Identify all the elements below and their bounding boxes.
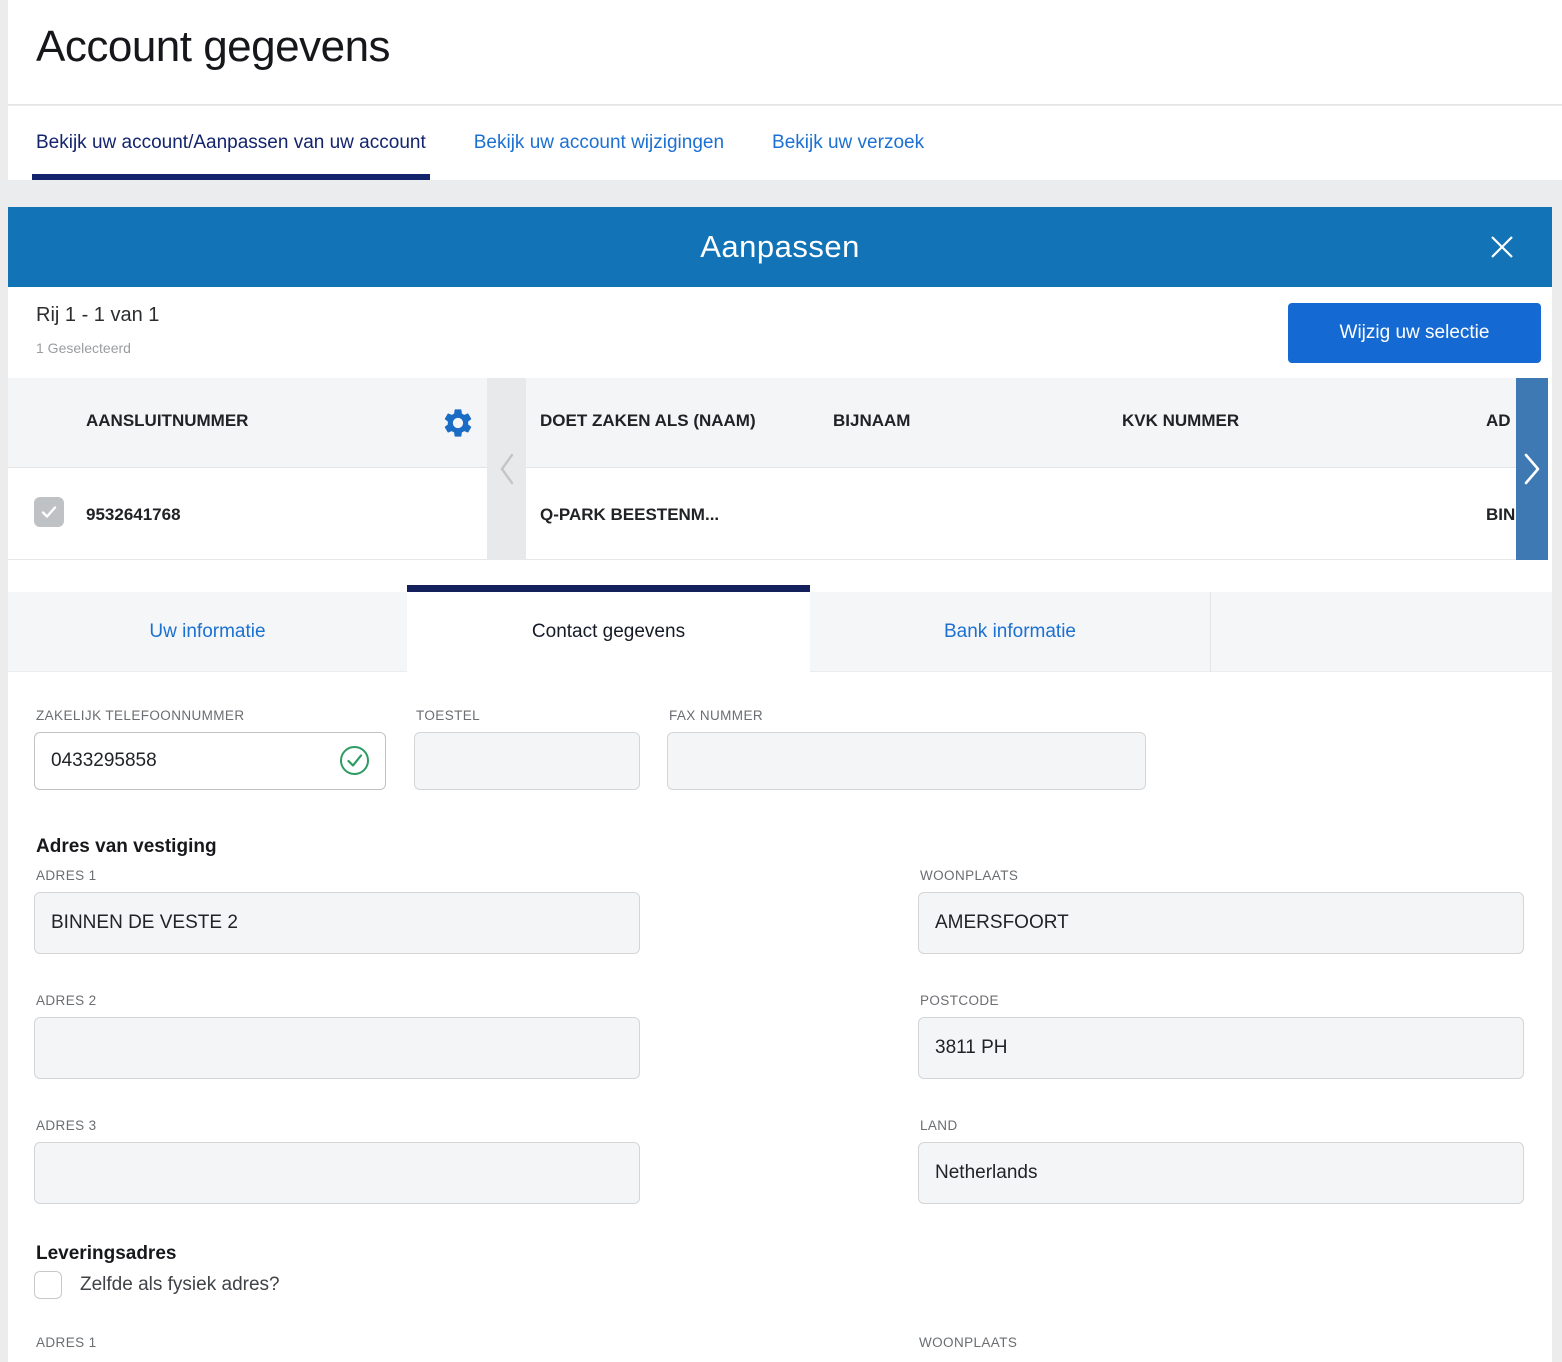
adres2-input[interactable] xyxy=(34,1017,640,1079)
same-address-label: Zelfde als fysiek adres? xyxy=(80,1274,280,1295)
tab-verzoek[interactable]: Bekijk uw verzoek xyxy=(772,132,925,153)
divider-band xyxy=(0,180,1562,207)
delivery-address-heading: Leveringsadres xyxy=(36,1243,177,1264)
delivery-adres1-label: ADRES 1 xyxy=(36,1335,97,1350)
table-row[interactable]: 9532641768 Q-PARK BEESTENM... BIN xyxy=(8,468,1516,560)
gear-icon[interactable] xyxy=(441,406,475,440)
close-icon[interactable] xyxy=(1488,233,1516,261)
adres3-label: ADRES 3 xyxy=(36,1118,97,1133)
address-row-1: ADRES 1 WOONPLAATS xyxy=(34,868,1524,954)
aanpassen-panel: Aanpassen Rij 1 - 1 van 1 1 Geselecteerd… xyxy=(8,207,1552,1362)
fax-label: FAX NUMMER xyxy=(669,708,764,723)
cell-doet-zaken-als: Q-PARK BEESTENM... xyxy=(540,505,720,524)
woonplaats-field-group: WOONPLAATS xyxy=(918,868,1524,954)
adres1-label: ADRES 1 xyxy=(36,868,97,883)
tab-bank-informatie[interactable]: Bank informatie xyxy=(810,592,1210,672)
valid-check-icon xyxy=(339,745,370,776)
chevron-right-icon xyxy=(1524,453,1540,485)
row-checkbox-checked[interactable] xyxy=(34,497,64,527)
selected-count-text: 1 Geselecteerd xyxy=(36,340,131,356)
postcode-input[interactable] xyxy=(918,1017,1524,1079)
delivery-address-labels: ADRES 1 WOONPLAATS xyxy=(34,1335,1524,1350)
panel-header: Aanpassen xyxy=(8,207,1552,287)
tab-account-wijzigingen[interactable]: Bekijk uw account wijzigingen xyxy=(473,132,725,153)
col-bijnaam: BIJNAAM xyxy=(833,411,911,430)
tab-bekijk-aanpassen-account[interactable]: Bekijk uw account/Aanpassen van uw accou… xyxy=(32,106,430,180)
phone-label: ZAKELIJK TELEFOONNUMMER xyxy=(36,708,245,723)
cell-aansluitnummer: 9532641768 xyxy=(86,505,181,524)
detail-tab-bar: Uw informatie Contact gegevens Bank info… xyxy=(8,560,1552,672)
extension-label: TOESTEL xyxy=(416,708,481,723)
address-row-2: ADRES 2 POSTCODE xyxy=(34,993,1524,1079)
page-title: Account gegevens xyxy=(36,22,391,71)
address-row-3: ADRES 3 LAND xyxy=(34,1118,1524,1204)
scroll-right-button[interactable] xyxy=(1516,378,1548,560)
extension-field-group: TOESTEL xyxy=(414,708,640,790)
table-header: AANSLUITNUMMER DOET ZAKEN ALS (NAAM) BIJ… xyxy=(8,378,1516,468)
land-label: LAND xyxy=(920,1118,958,1133)
adres2-label: ADRES 2 xyxy=(36,993,97,1008)
extension-input[interactable] xyxy=(414,732,640,790)
top-tab-bar: Bekijk uw account/Aanpassen van uw accou… xyxy=(8,106,1562,180)
delivery-woonplaats-label: WOONPLAATS xyxy=(919,1335,1018,1350)
adres3-input[interactable] xyxy=(34,1142,640,1204)
same-address-checkbox[interactable] xyxy=(34,1271,62,1299)
chevron-left-icon xyxy=(500,453,513,485)
fax-field-group: FAX NUMMER xyxy=(667,708,1146,790)
woonplaats-input[interactable] xyxy=(918,892,1524,954)
visiting-address-heading: Adres van vestiging xyxy=(36,836,217,857)
panel-title: Aanpassen xyxy=(700,229,860,264)
page-header: Account gegevens xyxy=(8,0,1562,105)
cell-adres-clipped: BIN xyxy=(1486,505,1516,524)
account-table: AANSLUITNUMMER DOET ZAKEN ALS (NAAM) BIJ… xyxy=(8,378,1552,560)
tab-uw-informatie[interactable]: Uw informatie xyxy=(8,592,407,672)
land-input[interactable] xyxy=(918,1142,1524,1204)
adres2-field-group: ADRES 2 xyxy=(34,993,640,1079)
col-adres-clipped: AD xyxy=(1486,411,1511,430)
phone-row: ZAKELIJK TELEFOONNUMMER TOESTEL FAX NUMM… xyxy=(34,708,1524,790)
row-count-text: Rij 1 - 1 van 1 xyxy=(36,304,160,326)
col-kvk-nummer: KVK NUMMER xyxy=(1122,411,1240,430)
tab-filler xyxy=(1210,592,1552,672)
col-doet-zaken-als: DOET ZAKEN ALS (NAAM) xyxy=(540,411,756,430)
postcode-field-group: POSTCODE xyxy=(918,993,1524,1079)
tab-contact-gegevens[interactable]: Contact gegevens xyxy=(407,585,810,672)
adres3-field-group: ADRES 3 xyxy=(34,1118,640,1204)
col-aansluitnummer: AANSLUITNUMMER xyxy=(86,411,249,430)
contact-form: ZAKELIJK TELEFOONNUMMER TOESTEL FAX NUMM… xyxy=(8,672,1552,1350)
selection-bar: Rij 1 - 1 van 1 1 Geselecteerd Wijzig uw… xyxy=(8,287,1552,378)
fax-input[interactable] xyxy=(667,732,1146,790)
same-address-row: Zelfde als fysiek adres? xyxy=(34,1271,1524,1299)
land-field-group: LAND xyxy=(918,1118,1524,1204)
adres1-input[interactable] xyxy=(34,892,640,954)
column-resize-divider[interactable] xyxy=(487,378,526,560)
adres1-field-group: ADRES 1 xyxy=(34,868,640,954)
phone-field-group: ZAKELIJK TELEFOONNUMMER xyxy=(34,708,386,790)
postcode-label: POSTCODE xyxy=(920,993,999,1008)
phone-input[interactable] xyxy=(34,732,386,790)
woonplaats-label: WOONPLAATS xyxy=(920,868,1019,883)
change-selection-button[interactable]: Wijzig uw selectie xyxy=(1288,303,1541,363)
